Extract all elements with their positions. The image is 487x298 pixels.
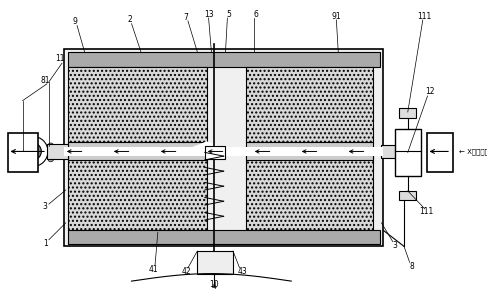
Text: 3: 3 [392,241,397,250]
Circle shape [24,143,41,160]
Text: 7: 7 [184,13,188,21]
Text: 2: 2 [127,15,132,24]
Bar [68,52,379,67]
Text: 42: 42 [181,267,191,276]
Bar [64,49,383,148]
Text: 43: 43 [238,267,247,276]
Text: 81: 81 [40,75,50,85]
Bar [68,152,206,160]
Text: 8: 8 [409,262,414,271]
Bar [68,230,379,243]
Text: 111: 111 [419,207,434,216]
Circle shape [48,156,54,162]
Bar [64,147,383,156]
Text: 9: 9 [73,17,77,26]
Bar [246,67,373,142]
Bar [380,145,397,158]
Bar [68,155,206,230]
Bar [246,155,373,230]
Text: 41: 41 [149,265,158,274]
Circle shape [48,143,54,149]
Bar [399,108,416,118]
Text: 13: 13 [204,10,213,19]
Text: 1: 1 [43,239,47,248]
Polygon shape [188,142,206,152]
Text: 12: 12 [426,87,435,96]
Text: 91: 91 [332,12,341,21]
Bar [197,251,233,274]
Text: 11: 11 [56,54,65,63]
Text: 4: 4 [212,282,217,291]
Text: 10: 10 [209,280,219,289]
Text: 111: 111 [417,12,432,21]
Text: 6: 6 [253,10,258,19]
Bar [205,146,225,159]
Bar [246,142,373,150]
Text: 3: 3 [43,202,48,211]
Bar [64,152,383,246]
Polygon shape [206,142,225,152]
Bar [399,191,416,200]
Text: 5: 5 [226,10,231,19]
Bar [7,133,37,172]
Bar [68,67,206,142]
Bar [68,142,206,150]
Bar [47,144,68,159]
Bar [394,129,421,176]
Bar [427,133,453,172]
Bar [246,152,373,160]
Text: ← X射线光源: ← X射线光源 [459,148,487,155]
